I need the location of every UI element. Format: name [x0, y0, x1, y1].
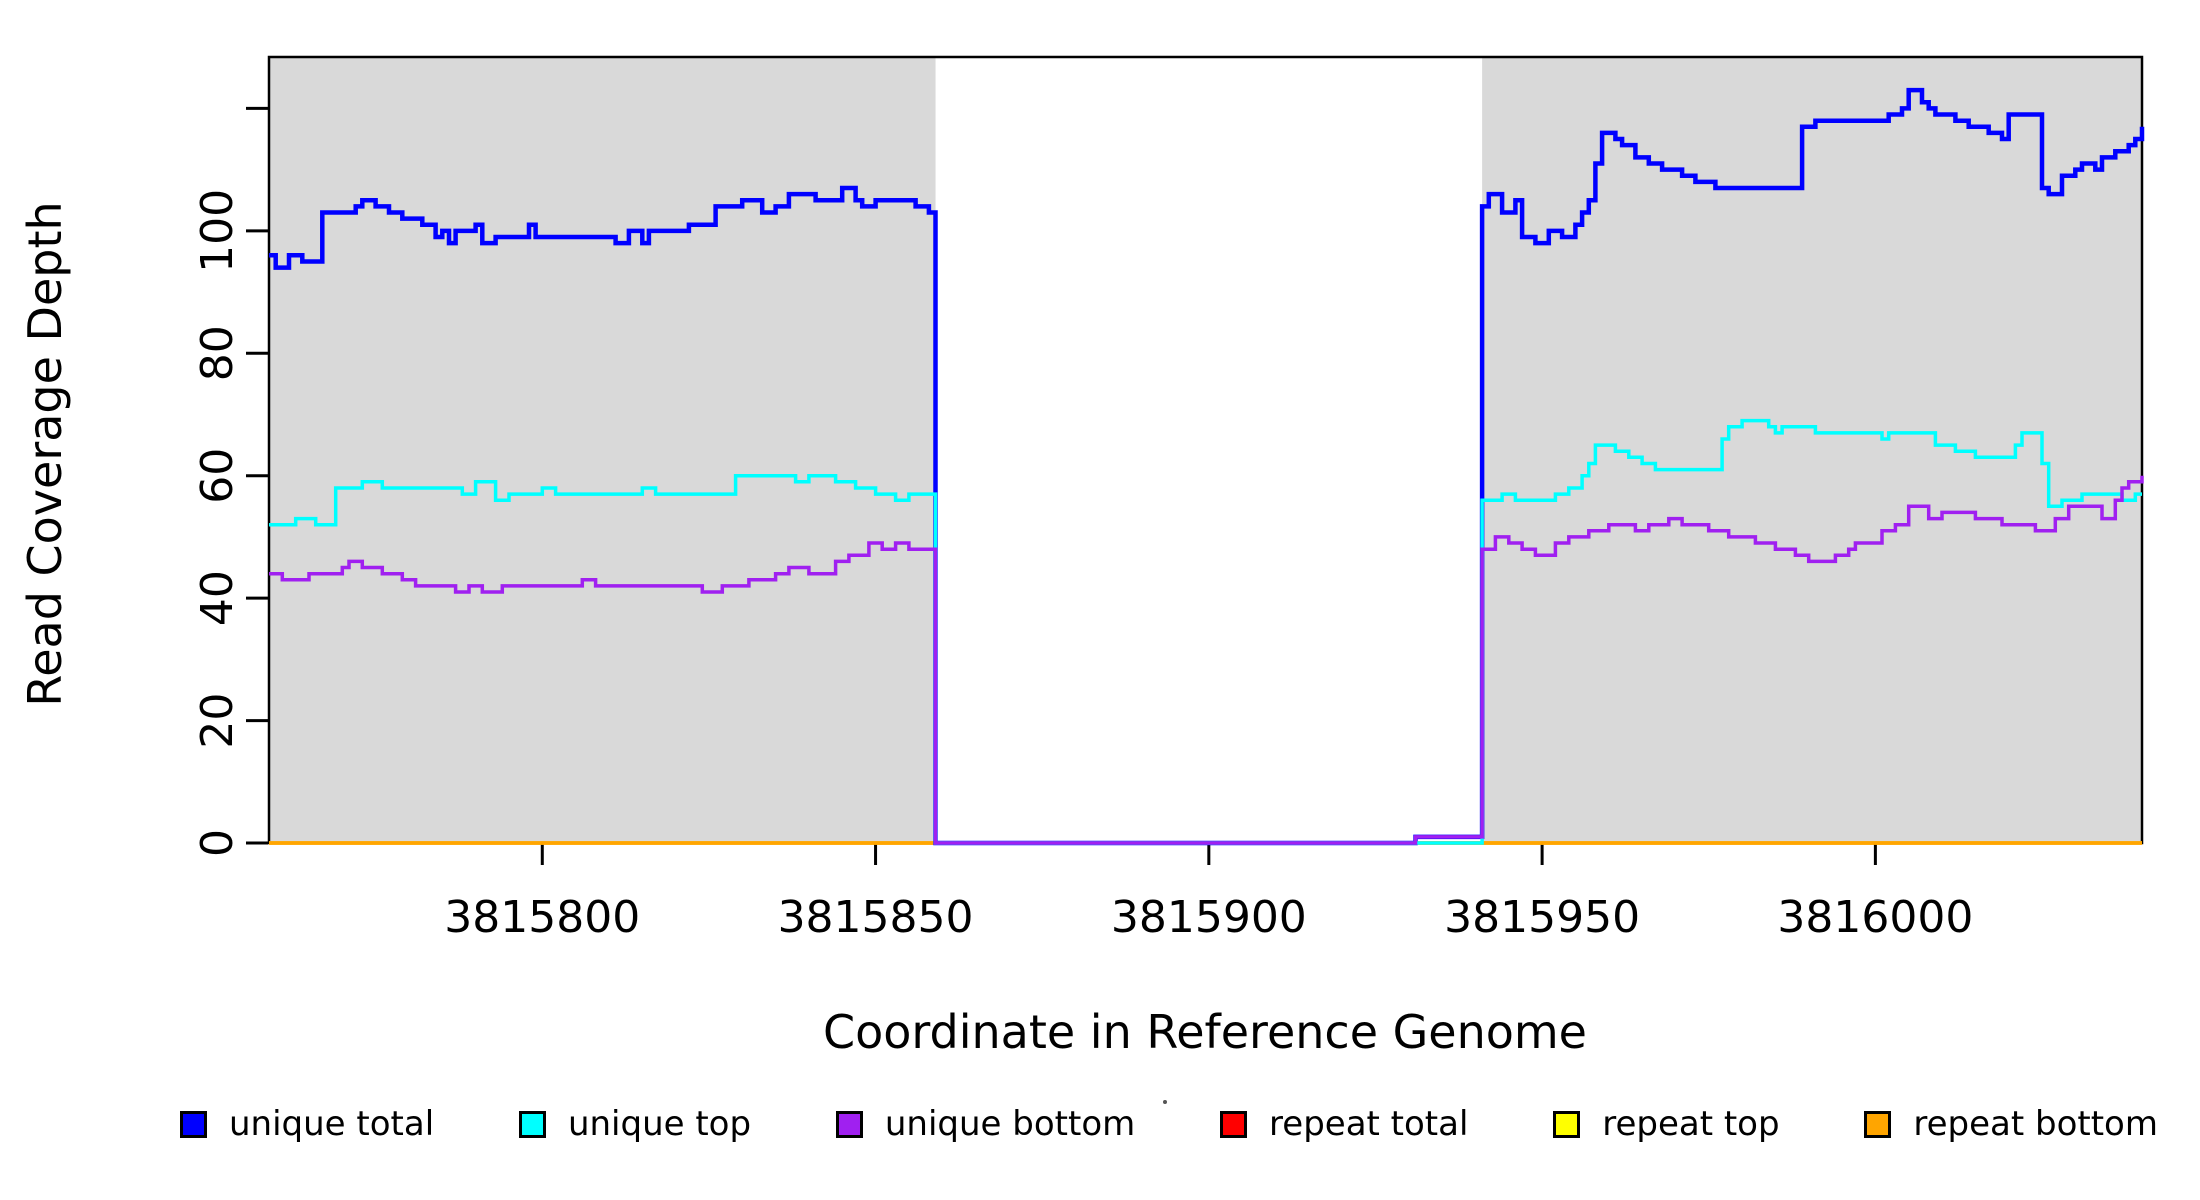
legend-item-repeat-top: repeat top	[1553, 1104, 1780, 1144]
legend-swatch-repeat-bottom	[1864, 1110, 1892, 1138]
legend: unique total unique top unique bottom repea…	[180, 1104, 2158, 1144]
legend-label-unique-top: unique top	[567, 1104, 752, 1144]
legend-item-unique-top: unique top	[518, 1104, 752, 1144]
y-tick-label: 0	[192, 829, 243, 857]
x-axis-title: Coordinate in Reference Genome	[823, 1005, 1587, 1059]
legend-item-repeat-total: repeat total	[1220, 1104, 1468, 1144]
legend-item-unique-total: unique total	[180, 1104, 434, 1144]
x-tick-label: 3815900	[1111, 892, 1307, 943]
stray-dot	[1163, 1100, 1167, 1104]
y-tick-label: 100	[192, 189, 243, 273]
legend-swatch-unique-bottom	[835, 1110, 863, 1138]
y-tick-label: 40	[192, 570, 243, 626]
x-tick-label: 3815800	[444, 892, 640, 943]
y-tick-label: 60	[192, 448, 243, 504]
right-gray-band	[1482, 57, 2142, 843]
legend-label-repeat-bottom: repeat bottom	[1913, 1104, 2158, 1144]
legend-item-unique-bottom: unique bottom	[835, 1104, 1136, 1144]
legend-label-repeat-top: repeat top	[1602, 1104, 1780, 1144]
series-line-unique-bottom	[269, 475, 2144, 845]
y-tick-label: 20	[192, 693, 243, 749]
x-tick-label: 3815850	[778, 892, 974, 943]
series-line-unique-top	[269, 418, 2142, 845]
legend-item-repeat-bottom: repeat bottom	[1864, 1104, 2158, 1144]
legend-swatch-unique-top	[518, 1110, 546, 1138]
legend-swatch-repeat-top	[1553, 1110, 1581, 1138]
series-line-unique-total	[269, 87, 2145, 846]
y-axis-title: Read Coverage Depth	[18, 201, 72, 707]
x-tick-label: 3815950	[1444, 892, 1640, 943]
y-tick-label: 80	[192, 325, 243, 381]
legend-label-repeat-total: repeat total	[1269, 1104, 1469, 1144]
left-gray-band	[269, 57, 936, 843]
legend-swatch-repeat-total	[1220, 1110, 1248, 1138]
x-tick-label: 3816000	[1777, 892, 1973, 943]
legend-label-unique-bottom: unique bottom	[884, 1104, 1136, 1144]
legend-label-unique-total: unique total	[229, 1104, 435, 1144]
legend-swatch-unique-total	[180, 1110, 207, 1138]
